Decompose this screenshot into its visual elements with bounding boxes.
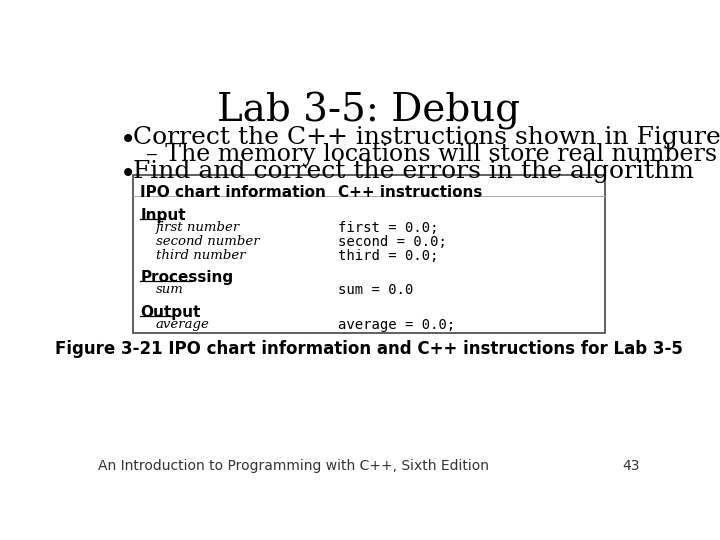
Text: third = 0.0;: third = 0.0; xyxy=(338,249,438,263)
FancyBboxPatch shape xyxy=(132,175,606,333)
Text: average = 0.0;: average = 0.0; xyxy=(338,318,455,332)
Text: C++ instructions: C++ instructions xyxy=(338,185,482,200)
Text: Processing: Processing xyxy=(140,271,233,285)
Text: •: • xyxy=(120,126,135,154)
Text: Figure 3-21 IPO chart information and C++ instructions for Lab 3-5: Figure 3-21 IPO chart information and C+… xyxy=(55,340,683,359)
Text: IPO chart information: IPO chart information xyxy=(140,185,326,200)
Text: – The memory locations will store real numbers: – The memory locations will store real n… xyxy=(145,143,717,166)
Text: sum: sum xyxy=(156,284,184,296)
Text: first number: first number xyxy=(156,221,240,234)
Text: average: average xyxy=(156,318,210,331)
Text: Output: Output xyxy=(140,305,201,320)
Text: Input: Input xyxy=(140,208,186,223)
Text: second = 0.0;: second = 0.0; xyxy=(338,235,447,249)
Text: sum = 0.0: sum = 0.0 xyxy=(338,284,413,298)
Text: An Introduction to Programming with C++, Sixth Edition: An Introduction to Programming with C++,… xyxy=(98,459,489,473)
Text: Find and correct the errors in the algorithm: Find and correct the errors in the algor… xyxy=(132,160,693,183)
Text: 43: 43 xyxy=(623,459,640,473)
Text: •: • xyxy=(120,160,135,188)
Text: first = 0.0;: first = 0.0; xyxy=(338,221,438,235)
Text: third number: third number xyxy=(156,249,246,262)
Text: second number: second number xyxy=(156,235,259,248)
Text: Correct the C++ instructions shown in Figure 3-21: Correct the C++ instructions shown in Fi… xyxy=(132,126,720,150)
Text: Lab 3-5: Debug: Lab 3-5: Debug xyxy=(217,92,521,130)
